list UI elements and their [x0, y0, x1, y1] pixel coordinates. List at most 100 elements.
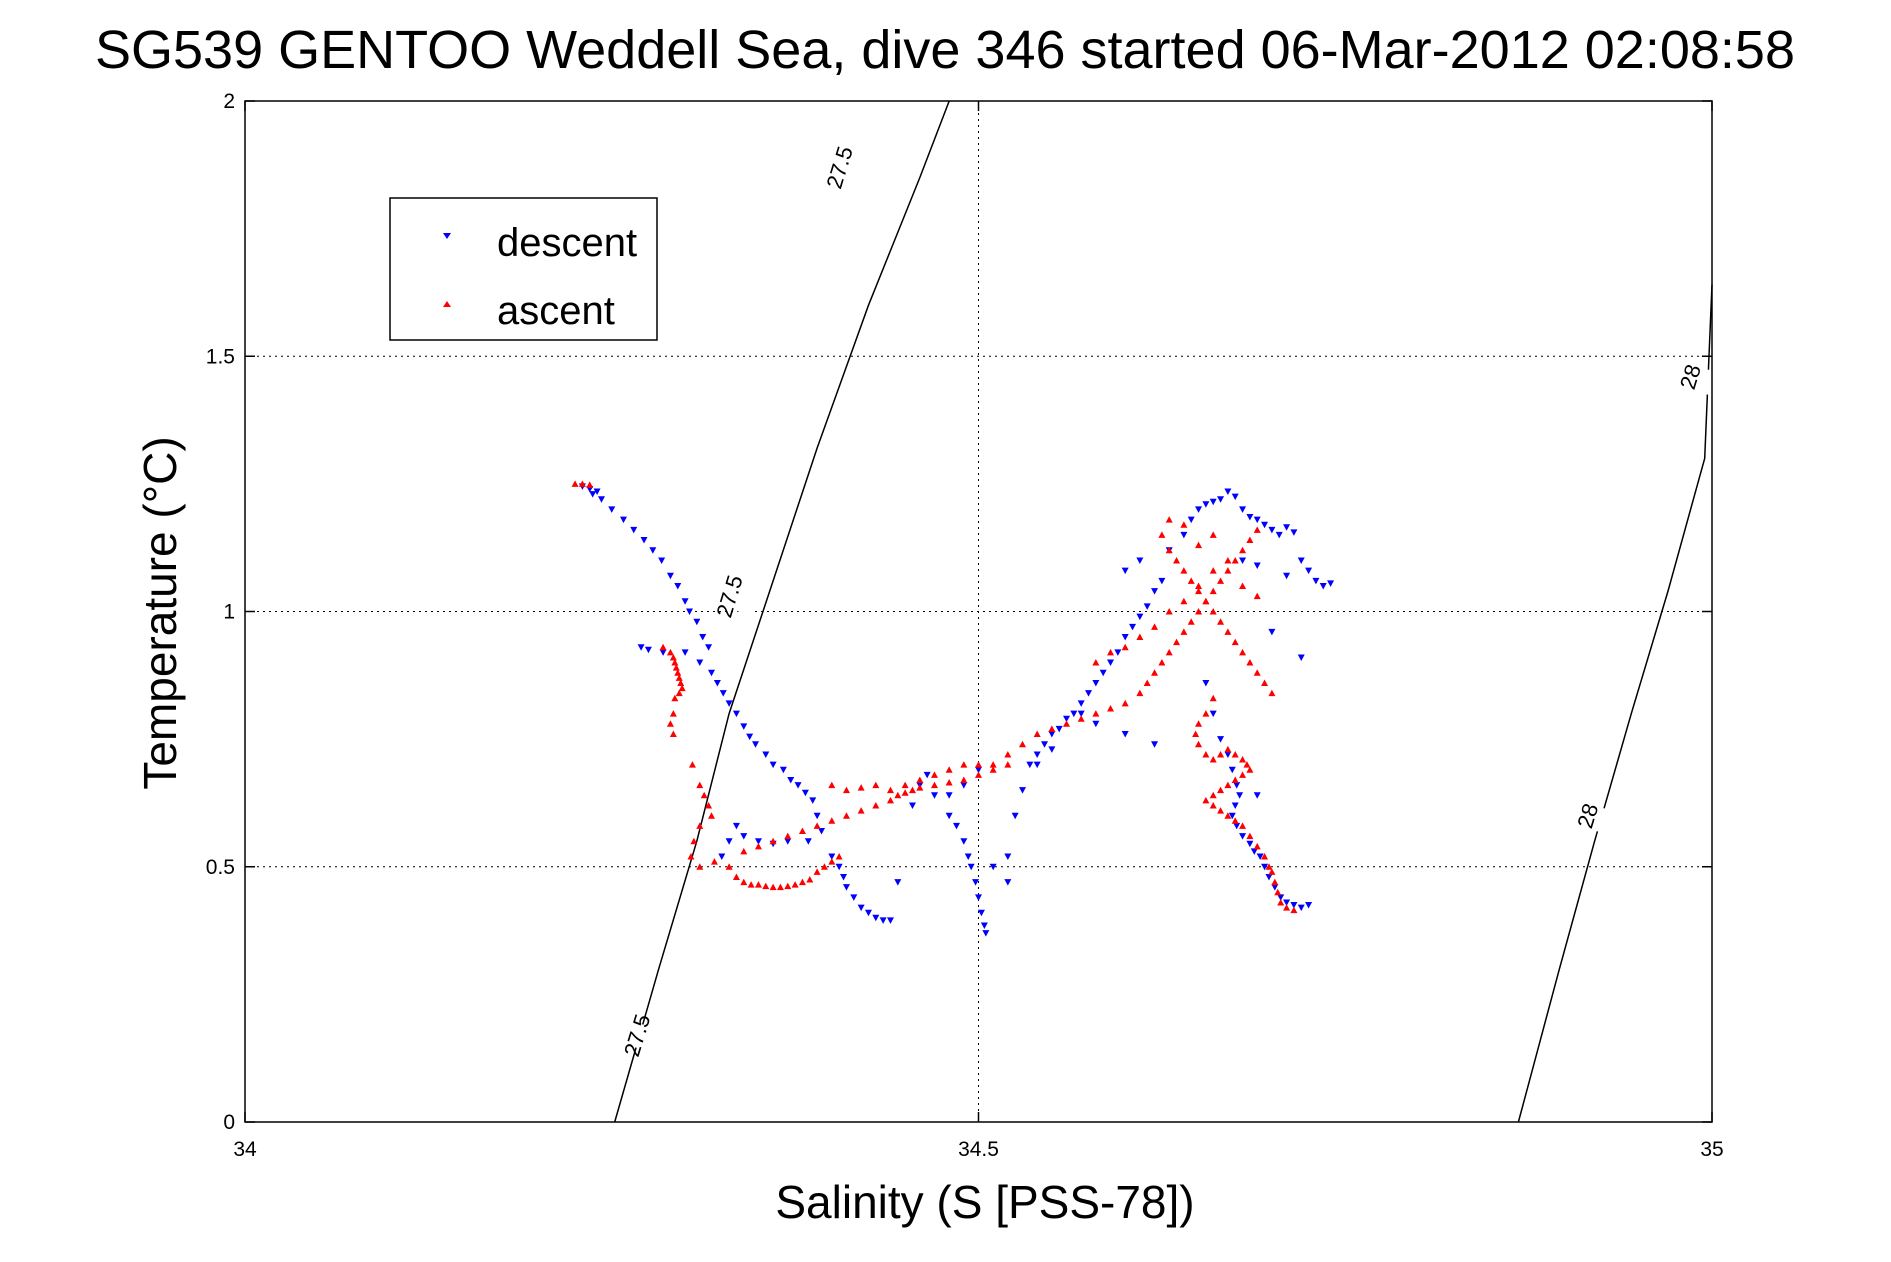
descent-point [1121, 634, 1129, 641]
grid [245, 101, 1712, 1122]
ascent-point [1048, 725, 1056, 732]
descent-point [1239, 557, 1247, 564]
descent-point [864, 909, 872, 917]
ascent-point [1173, 638, 1181, 646]
ascent-point [1165, 516, 1173, 523]
descent-point [818, 828, 826, 835]
descent-point [681, 649, 689, 656]
ascent-point [798, 827, 806, 835]
ascent-point [1231, 817, 1239, 824]
ascent-point [1092, 659, 1100, 666]
descent-point [930, 792, 938, 799]
ascent-point [1151, 669, 1159, 676]
ascent-point [672, 664, 680, 671]
descent-point [982, 930, 990, 937]
descent-point [828, 853, 836, 861]
descent-point [960, 782, 968, 789]
ascent-point [708, 812, 716, 819]
ascent-point [1246, 536, 1254, 544]
ascent-point [820, 863, 828, 870]
descent-point [1033, 751, 1041, 758]
descent-point [794, 782, 802, 789]
descent-point [1004, 879, 1012, 886]
legend-descent-label: descent [497, 221, 637, 265]
ascent-point [828, 781, 836, 789]
descent-point [975, 766, 982, 774]
ascent-point [1224, 628, 1232, 635]
ascent-point [1246, 832, 1254, 840]
descent-point [801, 789, 809, 797]
ascent-point [1217, 807, 1225, 814]
ascent-point [886, 796, 894, 804]
legend-ascent-label: ascent [497, 289, 615, 333]
ascent-point [1209, 694, 1217, 702]
descent-point [923, 771, 931, 779]
descent-point [1107, 659, 1115, 667]
ascent-point [1165, 546, 1173, 554]
descent-point [1261, 863, 1269, 871]
ascent-point [1158, 531, 1166, 538]
ascent-point [975, 761, 982, 768]
descent-point [597, 496, 605, 503]
ascent-point [813, 822, 821, 829]
descent-point [886, 917, 894, 924]
ascent-point [1290, 906, 1298, 914]
descent-point [725, 838, 733, 845]
ascent-point [930, 771, 938, 778]
descent-point [1011, 812, 1019, 820]
legend-ascent-marker [443, 301, 451, 307]
ascent-point [1271, 878, 1279, 886]
descent-point [842, 884, 850, 891]
descent-point [835, 863, 843, 871]
ascent-point [1173, 556, 1181, 564]
descent-point [696, 659, 704, 667]
ascent-point [791, 881, 799, 888]
ascent-point [1143, 679, 1151, 686]
ascent-point [894, 791, 902, 799]
descent-point [1268, 526, 1276, 534]
descent-point [980, 922, 988, 929]
ascent-point [1239, 582, 1247, 589]
descent-point [1099, 669, 1107, 677]
descent-point [1224, 488, 1232, 496]
descent-point [649, 547, 657, 554]
descent-point [593, 488, 601, 496]
ascent-point [1165, 648, 1173, 656]
descent-point [1187, 516, 1195, 524]
descent-point [1305, 567, 1313, 575]
ascent-point [1195, 541, 1203, 549]
ascent-point [1136, 689, 1144, 697]
ascent-point [1253, 592, 1261, 600]
ascent-point [1077, 715, 1085, 722]
ascent-point [1107, 704, 1115, 712]
ascent-point [806, 876, 814, 883]
ascent-point [1261, 679, 1269, 686]
ascent-point [1217, 750, 1225, 758]
descent-point [1224, 751, 1232, 758]
ascent-point [1283, 904, 1291, 911]
descent-point [1217, 736, 1225, 743]
descent-point [1209, 498, 1217, 506]
descent-point [960, 838, 968, 845]
ascent-point [696, 863, 704, 870]
descent-point [1055, 725, 1063, 733]
descent-point [850, 894, 858, 901]
descent-point [1268, 628, 1276, 636]
ascent-point [1004, 750, 1012, 758]
ascent-point [669, 710, 677, 717]
ascent-point [1231, 750, 1239, 758]
ascent-point [578, 480, 586, 487]
descent-point [809, 797, 817, 804]
descent-point [857, 904, 865, 912]
ascent-point [666, 720, 674, 727]
descent-point [1151, 741, 1159, 748]
ascent-point [1253, 842, 1261, 850]
y-tick-label: 1.5 [206, 345, 235, 368]
descent-point [1158, 577, 1166, 585]
y-tick-label: 2 [223, 90, 235, 113]
descent-point [1202, 501, 1210, 508]
ascent-point [886, 786, 894, 794]
ascent-point [671, 659, 679, 666]
